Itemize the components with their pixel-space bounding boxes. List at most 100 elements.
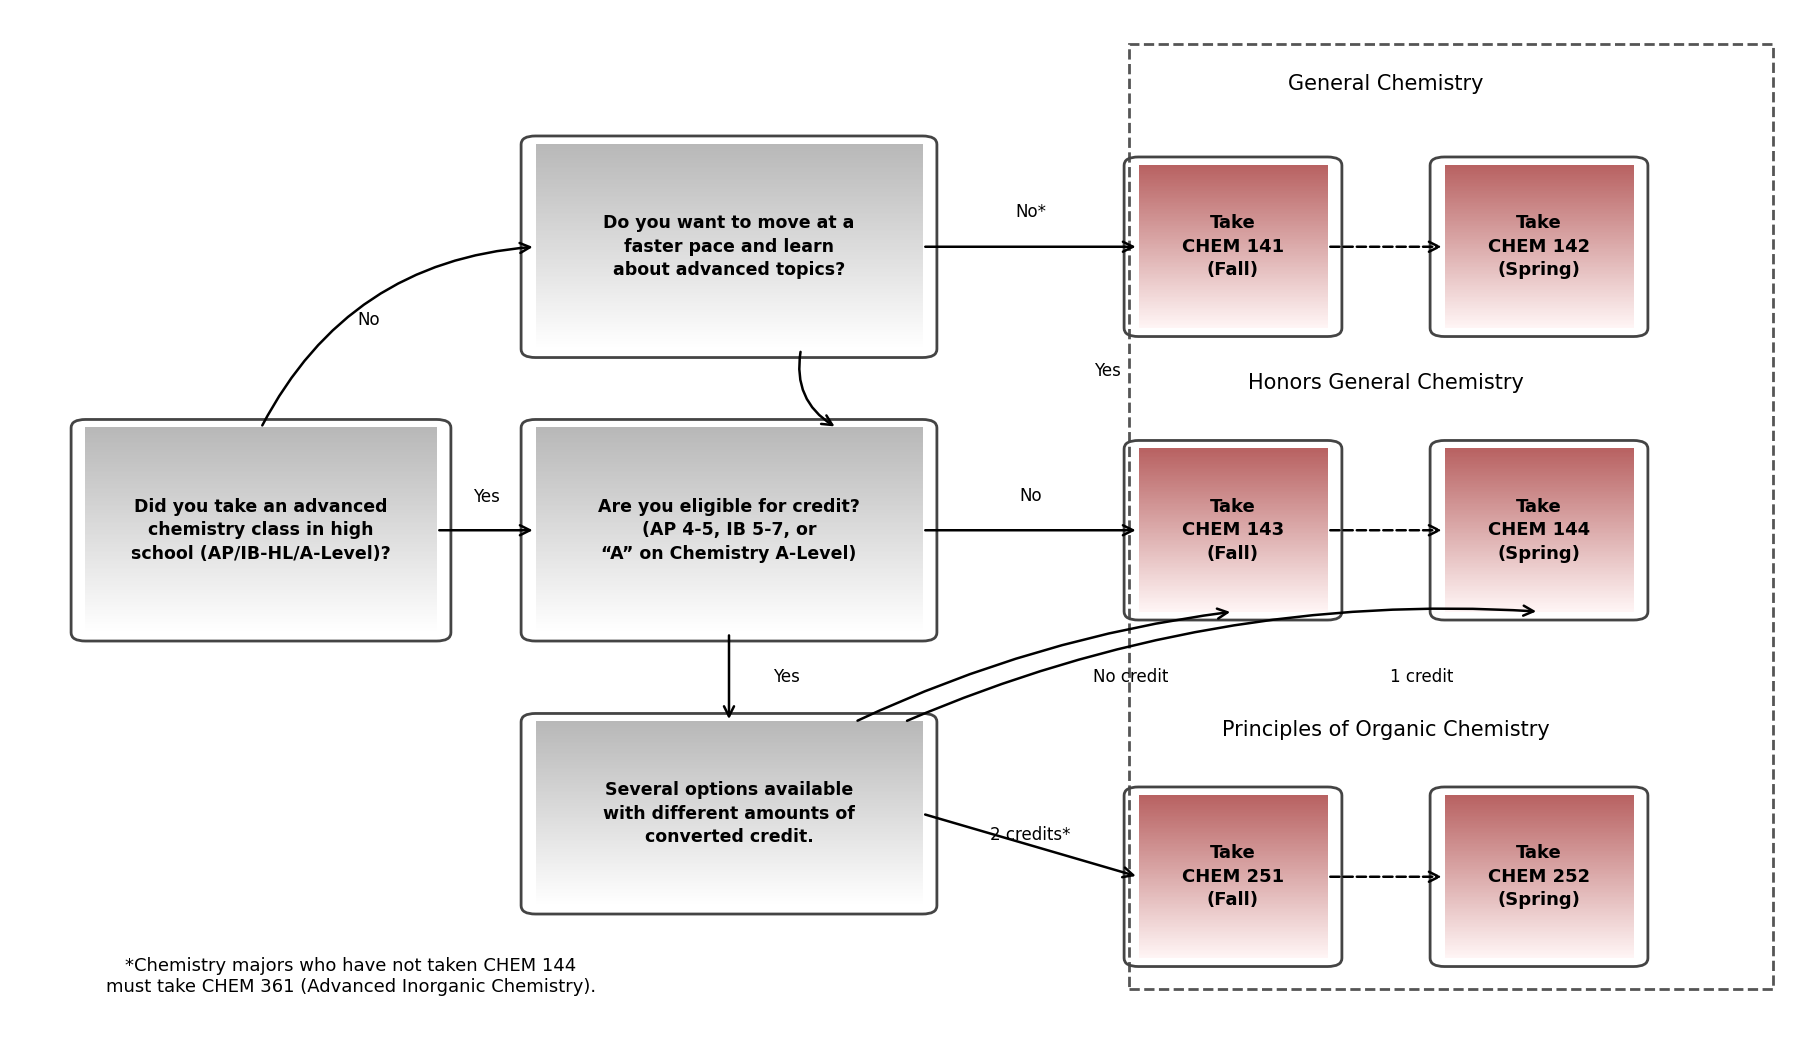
Bar (1138, 842, 1328, 844)
Bar (1444, 204, 1634, 206)
Bar (1138, 259, 1328, 261)
Bar (1138, 455, 1328, 457)
Bar (536, 465, 923, 467)
Bar (1138, 273, 1328, 275)
Bar (1138, 322, 1328, 324)
Bar (1138, 268, 1328, 270)
Bar (1444, 322, 1634, 324)
Bar (1138, 948, 1328, 950)
Bar (1444, 957, 1634, 958)
Bar (1138, 233, 1328, 234)
Bar (1138, 827, 1328, 830)
Bar (1138, 828, 1328, 831)
Bar (536, 264, 923, 266)
Bar (1444, 930, 1634, 932)
Bar (1444, 574, 1634, 576)
Bar (85, 453, 436, 456)
Bar (1138, 236, 1328, 238)
Bar (85, 571, 436, 573)
Bar (1138, 533, 1328, 536)
Bar (1444, 589, 1634, 591)
Bar (536, 209, 923, 211)
Bar (536, 864, 923, 866)
Bar (1138, 875, 1328, 877)
Bar (1444, 800, 1634, 802)
Bar (1444, 808, 1634, 811)
Bar (1138, 811, 1328, 813)
Bar (536, 901, 923, 903)
Bar (1444, 579, 1634, 581)
Bar (536, 215, 923, 217)
Bar (1444, 321, 1634, 322)
Bar (536, 884, 923, 886)
Bar (536, 487, 923, 489)
Bar (1138, 289, 1328, 290)
Bar (1138, 860, 1328, 862)
Bar (1444, 905, 1634, 906)
Bar (1138, 475, 1328, 476)
Bar (1138, 929, 1328, 931)
Bar (536, 484, 923, 486)
Bar (536, 338, 923, 340)
Bar (1444, 795, 1634, 797)
Bar (536, 273, 923, 276)
Bar (536, 602, 923, 604)
Bar (536, 291, 923, 293)
Bar (536, 749, 923, 751)
Bar (1138, 939, 1328, 941)
Bar (85, 630, 436, 632)
Bar (1444, 271, 1634, 273)
Bar (1138, 298, 1328, 299)
Bar (1138, 470, 1328, 471)
Bar (85, 489, 436, 491)
Bar (536, 622, 923, 624)
Bar (1444, 462, 1634, 464)
Bar (1138, 215, 1328, 217)
Bar (536, 287, 923, 290)
Bar (1444, 545, 1634, 546)
Bar (1444, 236, 1634, 238)
Bar (1138, 324, 1328, 327)
Bar (1138, 529, 1328, 531)
Bar (1444, 459, 1634, 461)
Bar (536, 861, 923, 863)
Bar (1444, 311, 1634, 313)
Bar (85, 574, 436, 576)
Bar (1444, 281, 1634, 284)
Bar (1444, 598, 1634, 601)
Bar (536, 889, 923, 891)
Bar (536, 154, 923, 156)
Bar (1444, 486, 1634, 488)
Bar (1444, 897, 1634, 899)
Bar (1138, 497, 1328, 499)
Bar (1138, 549, 1328, 550)
Bar (536, 741, 923, 743)
Bar (1138, 217, 1328, 219)
Bar (1444, 468, 1634, 470)
Bar (1444, 189, 1634, 191)
Bar (536, 313, 923, 315)
Bar (536, 188, 923, 190)
Bar (1138, 919, 1328, 920)
Bar (85, 572, 436, 574)
Bar (536, 468, 923, 470)
Bar (536, 896, 923, 898)
Bar (1138, 480, 1328, 481)
Bar (1444, 861, 1634, 863)
Bar (536, 811, 923, 813)
Bar (536, 839, 923, 841)
Bar (85, 494, 436, 497)
Bar (1444, 522, 1634, 524)
Bar (1444, 813, 1634, 815)
Bar (1444, 846, 1634, 848)
Bar (536, 480, 923, 483)
Bar (1138, 934, 1328, 937)
Bar (1138, 520, 1328, 522)
Bar (536, 210, 923, 212)
Bar (536, 836, 923, 838)
Bar (1444, 547, 1634, 549)
Bar (85, 559, 436, 561)
Bar (536, 759, 923, 761)
Bar (536, 463, 923, 465)
Bar (1444, 847, 1634, 849)
